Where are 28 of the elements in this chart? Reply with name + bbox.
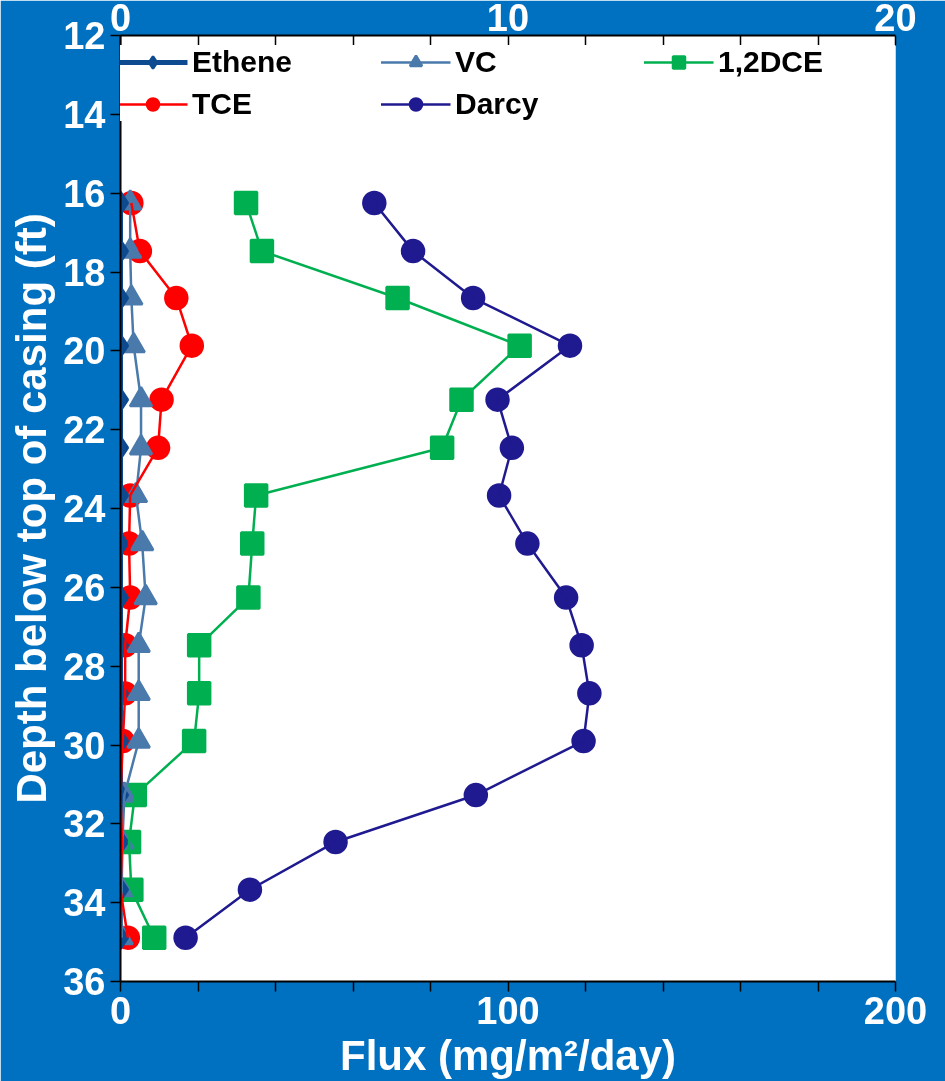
legend-label: Darcy: [455, 87, 540, 121]
legend-label: Ethene: [192, 45, 294, 79]
y-tick-label: 30: [63, 724, 106, 767]
y-tick-label: 14: [63, 93, 106, 136]
legend-label: VC: [455, 45, 498, 79]
point: [173, 925, 198, 950]
y-tick-label: 34: [63, 882, 106, 925]
x-tick-label: 0: [109, 989, 132, 1032]
y-tick-label: 16: [63, 172, 106, 215]
x2-tick-label: 20: [874, 0, 917, 39]
y-tick-label: 12: [63, 15, 106, 57]
point: [362, 190, 387, 216]
x-tick-label: 100: [476, 989, 540, 1032]
x-axis-title: Flux (mg/m²/day): [339, 1031, 677, 1079]
y-tick-label: 22: [63, 409, 106, 452]
x2-tick-label: 10: [486, 0, 530, 39]
x2-tick-label: 0: [109, 0, 132, 39]
y-tick-label: 18: [63, 251, 106, 294]
y-tick-label: 20: [63, 330, 106, 373]
y-tick-label: 26: [63, 566, 106, 609]
y-tick-label: 36: [63, 961, 106, 1003]
y-axis-title: Depth below top of casing (ft): [8, 213, 56, 804]
y-tick-label: 28: [63, 645, 106, 688]
legend-label: 1,2DCE: [718, 45, 825, 79]
x-tick-label: 200: [863, 989, 928, 1032]
legend-label: TCE: [192, 87, 253, 121]
y-tick-label: 24: [63, 488, 106, 530]
y-tick-label: 32: [63, 803, 106, 846]
